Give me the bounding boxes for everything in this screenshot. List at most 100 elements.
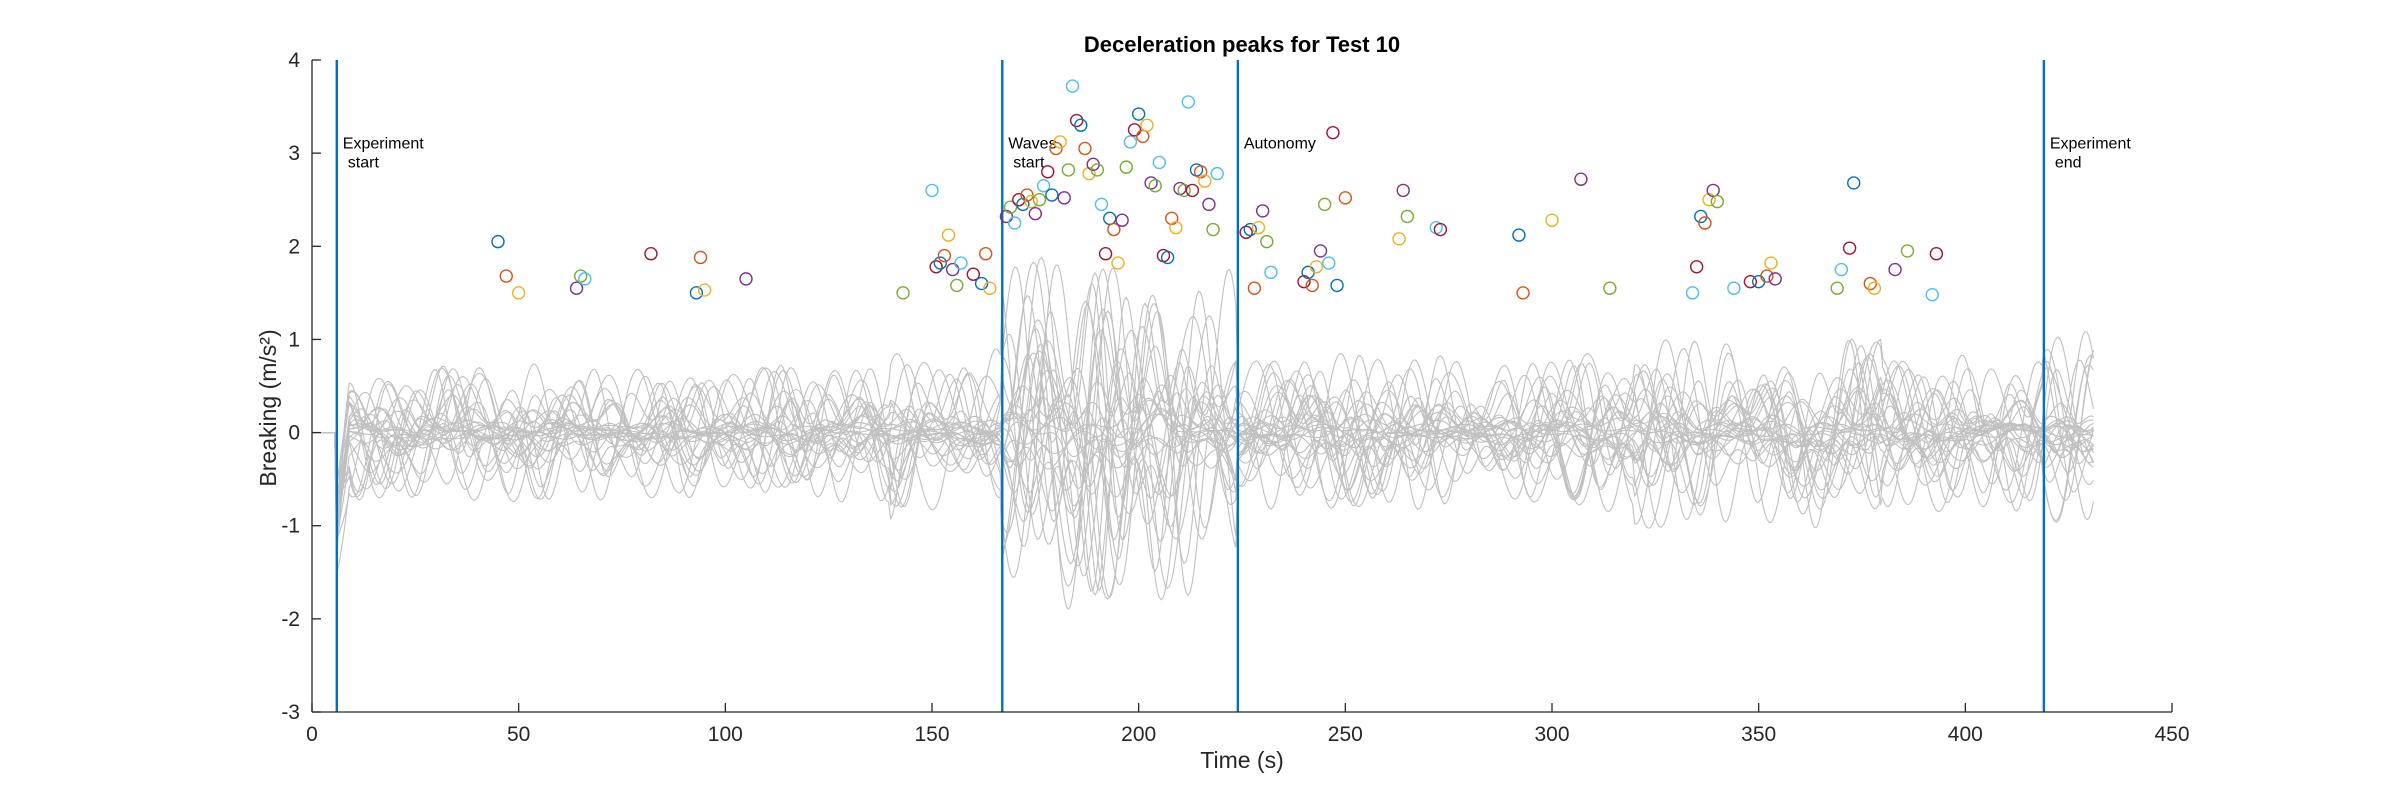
- peak-marker: [954, 256, 968, 270]
- peak-marker: [1069, 113, 1084, 128]
- y-tick-label: -1: [281, 515, 300, 538]
- traces-layer: [312, 256, 2095, 611]
- peak-marker: [1206, 222, 1220, 237]
- peak-marker: [1061, 163, 1076, 177]
- peak-marker: [1165, 211, 1179, 226]
- peak-marker: [1760, 269, 1774, 283]
- events-layer: Experiment start Waves start Autonomy Experim…: [335, 60, 2131, 712]
- peak-marker: [1065, 79, 1080, 93]
- peak-marker: [950, 278, 964, 293]
- peak-marker: [1574, 172, 1588, 186]
- signal-trace: [312, 352, 2094, 558]
- peak-marker: [1003, 200, 1018, 214]
- peak-marker: [1152, 155, 1167, 170]
- chart-title: Deceleration peaks for Test 10: [1084, 32, 1400, 57]
- peak-marker: [1396, 183, 1410, 198]
- peak-marker: [1255, 204, 1270, 218]
- signal-trace: [312, 266, 2094, 545]
- x-tick-label: 300: [1534, 723, 1569, 746]
- peak-marker: [974, 276, 989, 291]
- signal-trace: [312, 338, 2095, 593]
- peak-marker: [1036, 179, 1051, 193]
- x-tick-label: 0: [306, 723, 318, 746]
- axes-layer: 0 50 100 150 200 250 300 350 400 450 -3 -2 -1 0 1 2 3 4: [281, 49, 2189, 746]
- peak-marker: [1694, 209, 1708, 224]
- peak-marker: [1243, 222, 1257, 237]
- y-axis-label: Breaking (m/s²): [255, 329, 281, 486]
- event-label: Experiment end: [2050, 135, 2131, 171]
- peak-marker: [1925, 288, 1939, 302]
- peak-marker: [1210, 166, 1224, 181]
- peak-marker: [1433, 222, 1448, 237]
- peak-marker: [1260, 234, 1274, 249]
- x-tick-label: 50: [507, 723, 530, 746]
- x-tick-label: 100: [708, 723, 743, 746]
- peak-marker: [1603, 281, 1617, 295]
- event-label: Waves start: [1008, 135, 1056, 171]
- peak-marker: [1140, 118, 1154, 132]
- peak-marker: [1867, 281, 1882, 295]
- peak-marker: [999, 209, 1014, 224]
- peak-marker: [1049, 141, 1063, 156]
- peak-marker: [1929, 247, 1944, 261]
- peak-marker: [1842, 241, 1857, 255]
- peak-marker: [1090, 163, 1105, 177]
- peak-marker: [896, 286, 910, 300]
- signal-trace: [312, 352, 2094, 587]
- peak-marker: [1900, 244, 1915, 258]
- peak-marker: [1338, 191, 1353, 205]
- y-tick-label: 1: [288, 328, 300, 351]
- peak-marker: [1326, 125, 1340, 140]
- peak-marker: [1057, 191, 1071, 205]
- peak-marker: [569, 281, 584, 295]
- peak-marker: [1400, 209, 1415, 224]
- peak-marker: [697, 283, 712, 297]
- peak-marker: [1239, 225, 1253, 240]
- peaks-layer: [491, 79, 1944, 302]
- peak-marker: [1169, 220, 1183, 235]
- peak-marker: [1685, 286, 1700, 300]
- y-tick-label: 0: [288, 422, 300, 445]
- x-tick-label: 350: [1741, 723, 1776, 746]
- peak-marker: [1045, 188, 1059, 202]
- peak-marker: [1317, 197, 1332, 212]
- peak-marker: [1313, 244, 1328, 258]
- peak-marker: [1863, 276, 1877, 291]
- peak-marker: [491, 234, 505, 249]
- peak-marker: [1392, 232, 1406, 246]
- y-tick-label: 3: [288, 142, 300, 165]
- peak-marker: [1727, 281, 1741, 295]
- y-tick-label: 4: [288, 49, 300, 72]
- peak-marker: [1181, 95, 1195, 109]
- peak-marker: [1309, 260, 1324, 274]
- peak-marker: [511, 286, 526, 300]
- peak-marker: [1768, 272, 1782, 286]
- x-tick-label: 250: [1328, 723, 1363, 746]
- peak-marker: [499, 269, 513, 283]
- peak-marker: [1082, 166, 1096, 181]
- x-tick-label: 200: [1121, 723, 1156, 746]
- signal-trace: [312, 319, 2094, 551]
- peak-marker: [1545, 213, 1559, 227]
- peak-marker: [1041, 165, 1055, 179]
- peak-marker: [1098, 247, 1113, 261]
- peak-marker: [1702, 193, 1716, 207]
- y-tick-label: -2: [281, 608, 300, 631]
- peak-marker: [693, 250, 708, 265]
- peak-marker: [1297, 274, 1311, 289]
- peak-marker: [644, 247, 658, 261]
- peak-marker: [1007, 216, 1022, 230]
- y-tick-label: 2: [288, 235, 300, 258]
- peak-marker: [1847, 176, 1861, 190]
- peak-marker: [1264, 265, 1278, 280]
- peak-marker: [689, 286, 704, 300]
- peak-marker: [1193, 165, 1208, 179]
- peak-marker: [1322, 256, 1336, 270]
- peak-marker: [1148, 179, 1162, 193]
- peak-marker: [1764, 256, 1778, 270]
- peak-marker: [925, 183, 939, 198]
- y-tick-label: -3: [281, 701, 300, 724]
- peak-marker: [1160, 250, 1175, 265]
